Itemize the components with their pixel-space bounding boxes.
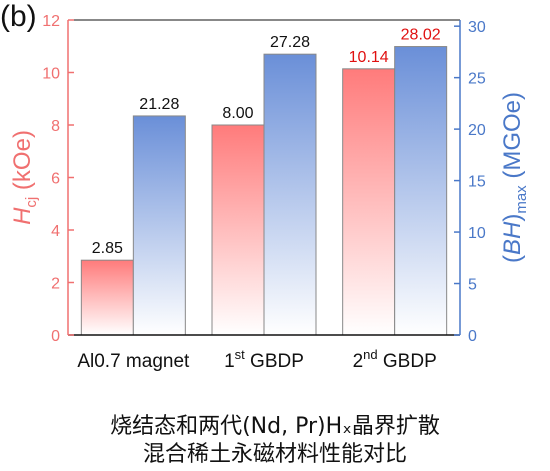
bar-bhmax-1: [264, 54, 316, 335]
caption-line-2: 混合稀土永磁材料性能对比: [0, 436, 550, 468]
left-tick-label-1: 2: [51, 276, 60, 293]
left-tick-label-2: 4: [51, 223, 60, 240]
data-label-bhmax-2: 28.02: [401, 27, 441, 44]
right-axis-title: (BH)max (MGOe): [499, 92, 530, 263]
right-tick-label-4: 20: [468, 122, 486, 139]
left-tick-label-3: 6: [51, 171, 60, 188]
bar-bhmax-2: [395, 47, 447, 335]
right-tick-label-6: 30: [468, 19, 486, 36]
category-label-2: 2nd GBDP: [353, 347, 437, 372]
right-tick-label-1: 5: [468, 277, 477, 294]
right-tick-label-2: 10: [468, 225, 486, 242]
category-label-1: 1st GBDP: [224, 347, 304, 372]
right-tick-label-3: 15: [468, 174, 486, 191]
right-tick-label-0: 0: [468, 328, 477, 345]
left-tick-label-0: 0: [51, 328, 60, 345]
bar-chart: 2.85 21.28 Al0.7 magnet 8.00 27.28 1st GBDP 10…: [0, 0, 550, 400]
bar-hcj-0: [81, 260, 133, 335]
right-tick-label-5: 25: [468, 71, 486, 88]
left-tick-label-5: 10: [42, 66, 60, 83]
data-label-hcj-2: 10.14: [349, 49, 389, 66]
bar-hcj-1: [212, 125, 264, 335]
left-tick-label-6: 12: [42, 13, 60, 30]
bar-bhmax-0: [133, 116, 185, 335]
bar-hcj-2: [343, 69, 395, 335]
data-label-hcj-0: 2.85: [92, 240, 123, 257]
left-tick-label-4: 8: [51, 118, 60, 135]
category-label-0: Al0.7 magnet: [77, 351, 190, 372]
data-label-bhmax-1: 27.28: [270, 34, 310, 51]
left-axis-title: Hcj (kOe): [9, 130, 40, 225]
data-label-bhmax-0: 21.28: [139, 96, 179, 113]
data-label-hcj-1: 8.00: [222, 105, 253, 122]
